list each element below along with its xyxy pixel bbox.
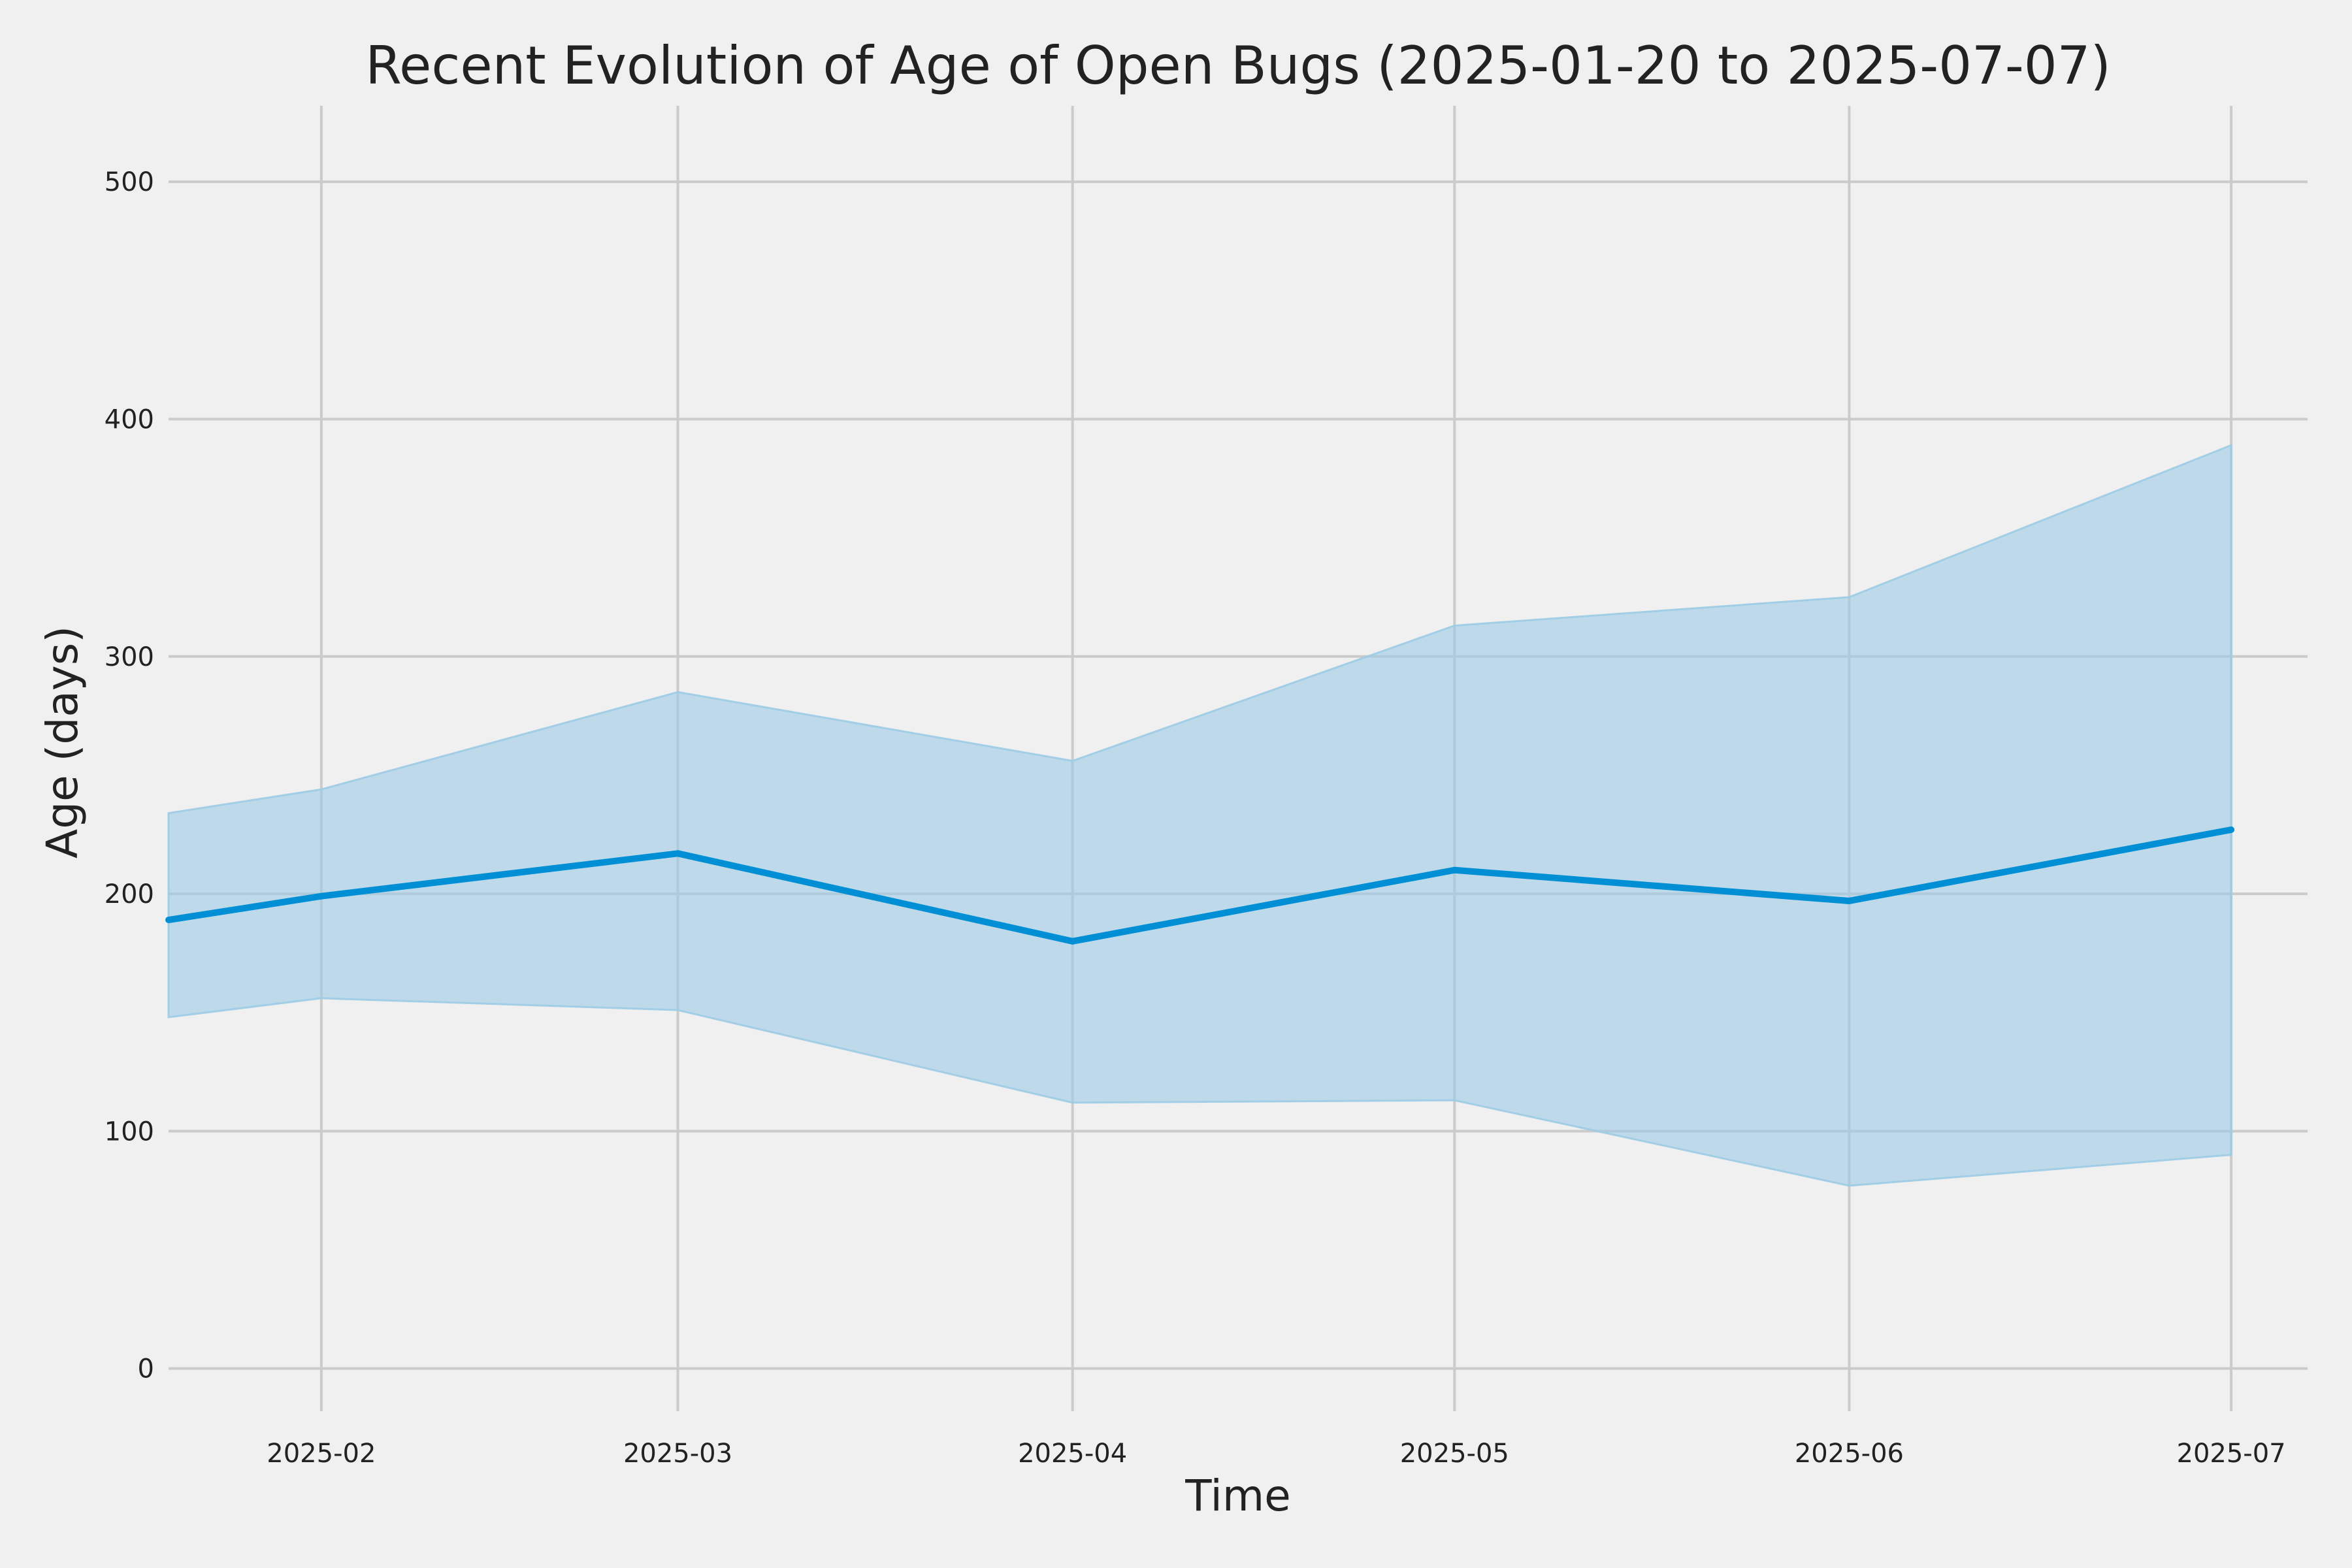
- mean-age-point-2025-05-01: [1451, 866, 1458, 874]
- mean-age-point-2025-02-01: [318, 892, 325, 900]
- age-range-band: [167, 444, 2232, 1187]
- y-tick-label-100: 100: [105, 1117, 154, 1147]
- mean-age-point-2025-06-01: [1846, 897, 1853, 904]
- x-tick-label-2025-07: 2025-07: [2177, 1439, 2286, 1469]
- y-tick-label-200: 200: [105, 879, 154, 909]
- chart-title: Recent Evolution of Age of Open Bugs (20…: [365, 35, 2111, 96]
- x-tick-label-2025-05: 2025-05: [1400, 1439, 1509, 1469]
- x-axis-label: Time: [1184, 1471, 1291, 1521]
- y-tick-label-0: 0: [138, 1354, 154, 1384]
- y-axis-label: Age (days): [37, 626, 88, 858]
- x-tick-label-2025-04: 2025-04: [1018, 1439, 1127, 1469]
- mean-age-point-2025-04-01: [1069, 938, 1076, 945]
- x-tick-labels: 2025-02 2025-03 2025-04 2025-05 2025-06 2025-…: [267, 1439, 2285, 1469]
- mean-age-point-2025-03-01: [674, 850, 681, 857]
- y-tick-labels: 0 100 200 300 400 500: [105, 167, 154, 1384]
- mean-age-point-2025-01-20: [165, 917, 172, 924]
- y-tick-label-300: 300: [105, 642, 154, 672]
- y-tick-label-400: 400: [105, 405, 154, 435]
- x-tick-label-2025-02: 2025-02: [267, 1439, 376, 1469]
- mean-age-line-layer: [165, 826, 2235, 945]
- x-tick-label-2025-03: 2025-03: [623, 1439, 732, 1469]
- x-tick-label-2025-06: 2025-06: [1795, 1439, 1904, 1469]
- y-tick-label-500: 500: [105, 167, 154, 197]
- mean-age-point-2025-07-01: [2228, 826, 2235, 833]
- age-range-band-layer: [167, 444, 2232, 1187]
